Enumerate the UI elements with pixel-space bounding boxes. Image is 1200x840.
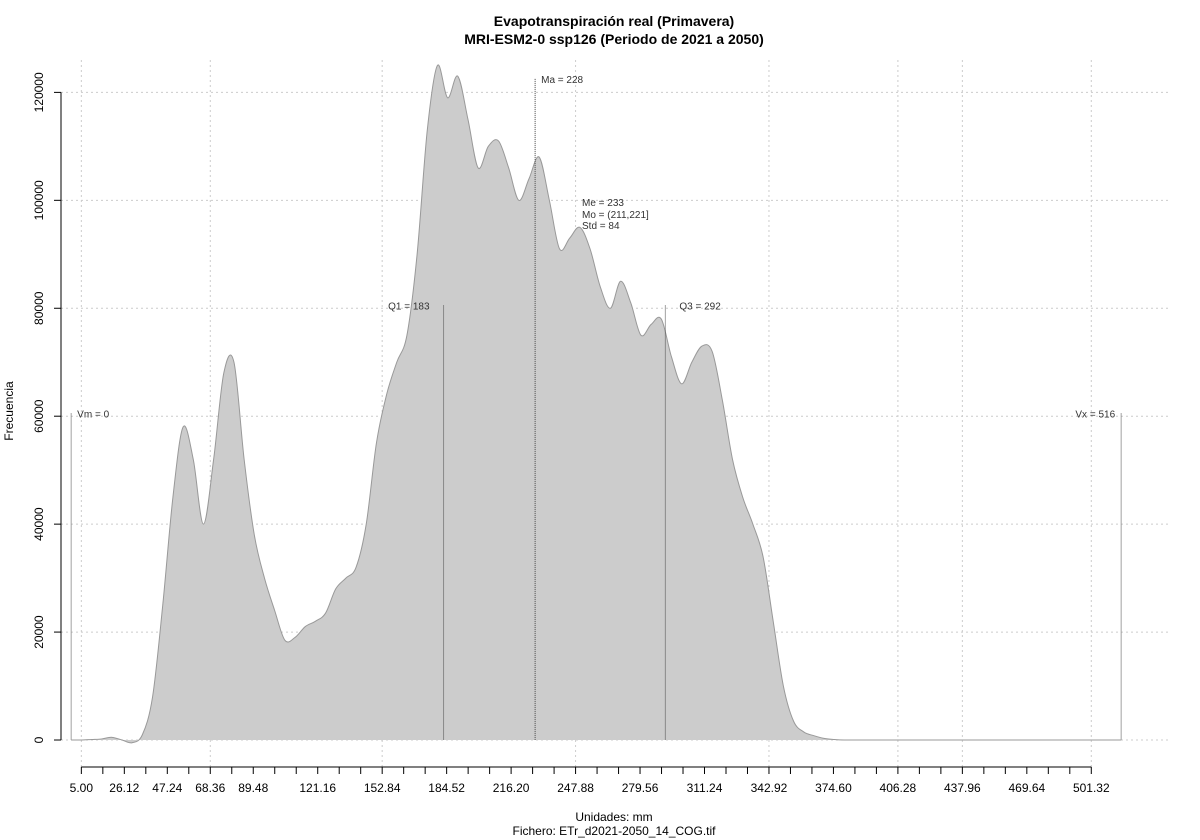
x-axis-label: Unidades: mm [575, 810, 652, 824]
x-tick-label: 68.36 [195, 781, 225, 795]
stat-median: Me = 233 [582, 198, 624, 209]
x-tick-label: 26.12 [109, 781, 139, 795]
x-tick-label: 501.32 [1073, 781, 1110, 795]
y-axis-label: Frecuencia [2, 381, 16, 441]
y-tick-label: 60000 [32, 399, 46, 433]
y-tick-label: 20000 [32, 615, 46, 649]
chart-subtitle: MRI-ESM2-0 ssp126 (Periodo de 2021 a 205… [464, 31, 764, 47]
x-tick-label: 406.28 [880, 781, 917, 795]
stat-lines: Vm = 0 Q1 = 183 Ma = 228 Q3 = 292 Vx = 516 [70, 75, 1122, 741]
y-tick-label: 40000 [32, 507, 46, 541]
chart-title: Evapotranspiración real (Primavera) [494, 13, 734, 29]
x-tick-label: 216.20 [493, 781, 530, 795]
x-axis-file-label: Fichero: ETr_d2021-2050_14_COG.tif [513, 824, 717, 838]
x-tick-label: 279.56 [622, 781, 659, 795]
x-tick-label: 152.84 [364, 781, 401, 795]
x-tick-label: 121.16 [299, 781, 336, 795]
stat-label: Q3 = 292 [679, 302, 721, 313]
y-tick-label: 0 [32, 736, 46, 743]
stat-mode: Mo = (211,221] [582, 210, 649, 221]
stat-label: Vm = 0 [77, 410, 109, 421]
x-tick-label: 89.48 [238, 781, 268, 795]
stat-label: Q1 = 183 [388, 302, 430, 313]
y-tick-label: 120000 [32, 72, 46, 112]
x-tick-label: 342.92 [751, 781, 788, 795]
density-area [71, 64, 1122, 744]
x-tick-label: 247.88 [557, 781, 594, 795]
y-tick-label: 100000 [32, 180, 46, 220]
x-tick-label: 47.24 [152, 781, 182, 795]
x-axis: 5.00 26.12 47.24 68.36 89.48 121.16 152.84 184.… [70, 766, 1110, 795]
x-tick-label: 469.64 [1008, 781, 1045, 795]
density-fill [71, 64, 1122, 743]
x-tick-label: 5.00 [70, 781, 94, 795]
y-tick-label: 80000 [32, 291, 46, 325]
x-tick-label: 311.24 [687, 781, 723, 795]
density-outline [71, 64, 1122, 744]
stat-label: Ma = 228 [541, 75, 583, 86]
x-tick-label: 184.52 [428, 781, 465, 795]
x-tick-label: 437.96 [944, 781, 981, 795]
x-tick-label: 374.60 [815, 781, 852, 795]
stat-label: Vx = 516 [1075, 410, 1115, 421]
y-axis: 0 20000 40000 60000 80000 100000 120000 [32, 72, 62, 743]
stat-std: Std = 84 [582, 221, 620, 232]
